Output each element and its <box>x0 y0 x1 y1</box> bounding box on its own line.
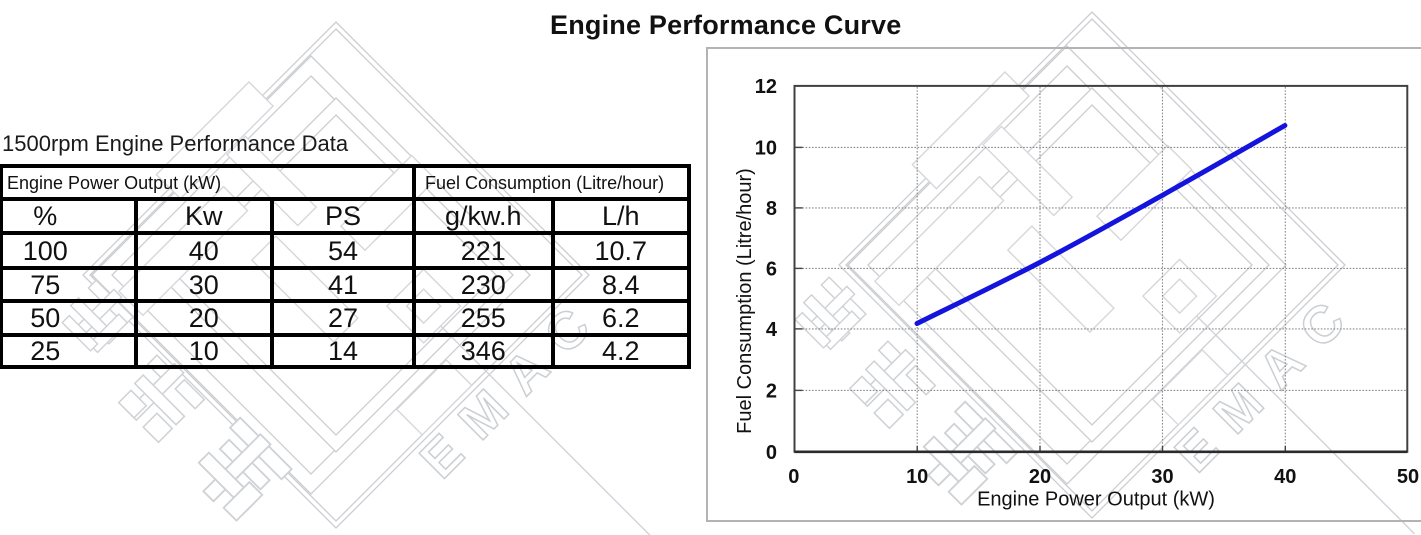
svg-text:2: 2 <box>766 381 777 403</box>
svg-text:50: 50 <box>1397 466 1419 488</box>
svg-text:20: 20 <box>1029 466 1051 488</box>
svg-text:40: 40 <box>1274 466 1296 488</box>
svg-text:0: 0 <box>766 442 777 464</box>
svg-text:12: 12 <box>755 76 777 98</box>
svg-text:30: 30 <box>1151 466 1173 488</box>
svg-text:0: 0 <box>788 466 799 488</box>
svg-text:4: 4 <box>766 319 778 341</box>
svg-text:6: 6 <box>766 259 777 281</box>
svg-text:8: 8 <box>766 198 777 220</box>
svg-text:10: 10 <box>906 466 928 488</box>
svg-text:Engine Power Output (kW): Engine Power Output (kW) <box>977 489 1215 511</box>
svg-text:10: 10 <box>755 138 777 160</box>
svg-text:Fuel Consumption (Litre/hour): Fuel Consumption (Litre/hour) <box>734 168 756 434</box>
